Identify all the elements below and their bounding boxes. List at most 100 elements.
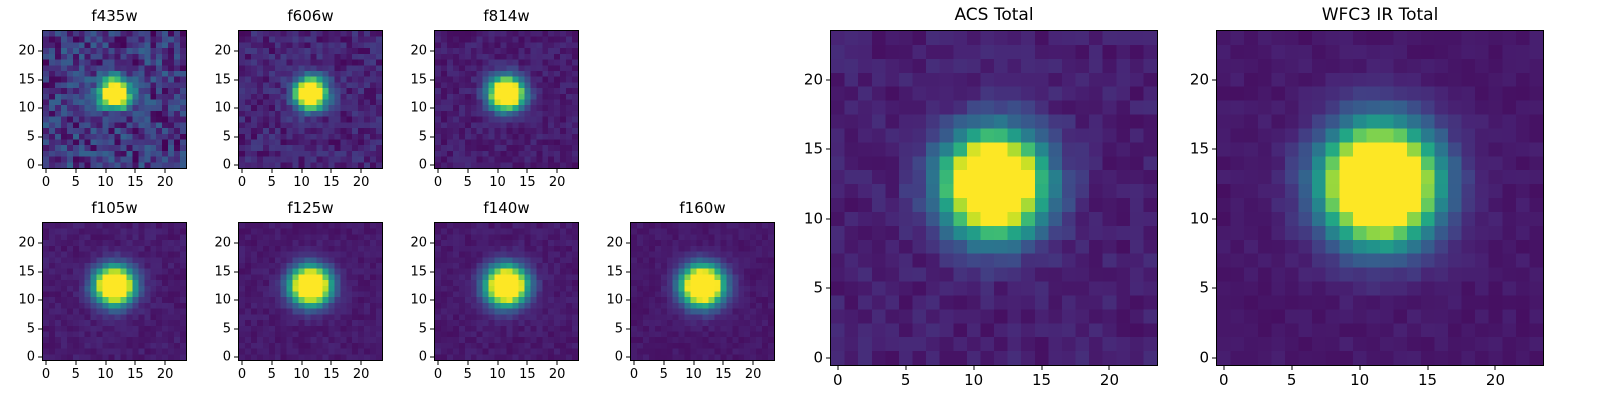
x-tick-label: 20 xyxy=(352,367,370,382)
x-tick-mark xyxy=(497,361,499,365)
y-tick-label: 5 xyxy=(1199,278,1209,297)
x-tick-label: 20 xyxy=(1099,371,1119,389)
x-tick-label: 15 xyxy=(519,175,536,190)
x-tick-mark xyxy=(271,361,273,365)
x-tick-mark xyxy=(1494,366,1496,370)
y-tick-label: 10 xyxy=(214,292,231,308)
x-tick-mark xyxy=(330,361,332,365)
y-tick-label: 15 xyxy=(214,264,231,280)
x-tick-label: 10 xyxy=(97,367,114,382)
x-tick-mark xyxy=(75,361,77,365)
x-tick-mark xyxy=(301,169,303,173)
y-tick-mark xyxy=(234,79,238,81)
x-tick-mark xyxy=(973,366,975,370)
x-tick-label: 10 xyxy=(964,371,984,389)
y-tick-label: 5 xyxy=(418,321,427,337)
y-tick-mark xyxy=(626,328,630,330)
x-tick-mark xyxy=(134,361,136,365)
y-tick-label: 10 xyxy=(410,100,427,116)
x-tick-label: 5 xyxy=(71,175,80,190)
x-tick-label: 20 xyxy=(744,367,762,382)
heatmap-canvas xyxy=(239,223,382,360)
x-tick-label: 10 xyxy=(685,367,702,382)
x-tick-mark xyxy=(241,361,243,365)
y-tick-mark xyxy=(430,136,434,138)
x-tick-label: 0 xyxy=(833,371,843,389)
x-tick-mark xyxy=(360,361,362,365)
y-tick-mark xyxy=(234,356,238,358)
x-tick-mark xyxy=(45,169,47,173)
y-tick-label: 0 xyxy=(26,349,35,365)
y-tick-label: 20 xyxy=(410,235,427,251)
x-tick-label: 15 xyxy=(1417,371,1438,389)
y-tick-label: 5 xyxy=(813,278,823,297)
x-tick-mark xyxy=(663,361,665,365)
y-tick-label: 10 xyxy=(803,209,823,228)
y-tick-mark xyxy=(234,299,238,301)
heatmap-canvas xyxy=(43,223,186,360)
panel-title: f125w xyxy=(287,199,334,217)
y-tick-mark xyxy=(626,242,630,244)
y-tick-mark xyxy=(234,50,238,52)
heatmap-panel: f140w 0 5 10 15 20 0 5 10 15 20 xyxy=(410,201,579,381)
y-tick-label: 10 xyxy=(606,292,623,308)
heatmap-panel: f105w 0 5 10 15 20 0 5 10 15 20 xyxy=(18,201,187,381)
y-tick-mark xyxy=(826,148,830,150)
y-tick-mark xyxy=(430,79,434,81)
x-tick-label: 5 xyxy=(900,371,911,389)
x-tick-label: 10 xyxy=(1350,371,1370,389)
heatmap-canvas xyxy=(43,31,186,168)
x-tick-mark xyxy=(526,361,528,365)
y-tick-label: 10 xyxy=(18,292,35,308)
x-tick-label: 20 xyxy=(156,367,174,382)
y-tick-mark xyxy=(1212,218,1216,220)
panel-title: f105w xyxy=(91,199,138,217)
x-tick-label: 5 xyxy=(1286,371,1297,389)
y-tick-mark xyxy=(430,356,434,358)
heatmap-panel: f814w 0 5 10 15 20 0 5 10 15 20 xyxy=(410,9,579,189)
y-tick-label: 5 xyxy=(26,129,35,145)
y-tick-mark xyxy=(430,271,434,273)
y-tick-mark xyxy=(38,50,42,52)
x-tick-label: 5 xyxy=(463,175,472,190)
y-tick-label: 0 xyxy=(222,349,231,365)
y-tick-label: 20 xyxy=(410,43,427,59)
y-tick-mark xyxy=(234,136,238,138)
x-tick-mark xyxy=(1041,366,1043,370)
x-tick-label: 0 xyxy=(237,367,247,382)
y-tick-label: 0 xyxy=(418,157,427,173)
x-tick-label: 20 xyxy=(548,367,566,382)
y-tick-mark xyxy=(38,136,42,138)
x-tick-mark xyxy=(301,361,303,365)
y-tick-label: 0 xyxy=(418,349,427,365)
y-tick-mark xyxy=(38,107,42,109)
y-tick-mark xyxy=(38,299,42,301)
panel-title: f435w xyxy=(91,7,138,25)
x-tick-label: 5 xyxy=(267,367,276,382)
y-tick-label: 20 xyxy=(18,235,35,251)
y-tick-label: 5 xyxy=(222,321,231,337)
x-tick-mark xyxy=(1359,366,1361,370)
y-tick-mark xyxy=(234,328,238,330)
y-tick-mark xyxy=(1212,287,1216,289)
y-tick-mark xyxy=(1212,79,1216,81)
y-tick-mark xyxy=(38,79,42,81)
y-tick-mark xyxy=(234,164,238,166)
heatmap-panel: f125w 0 5 10 15 20 0 5 10 15 20 xyxy=(214,201,383,381)
y-tick-mark xyxy=(826,287,830,289)
heatmap-canvas xyxy=(1217,31,1543,365)
y-tick-label: 15 xyxy=(803,139,823,158)
y-tick-mark xyxy=(430,242,434,244)
y-tick-label: 0 xyxy=(222,157,231,173)
y-tick-label: 15 xyxy=(18,72,35,88)
x-tick-label: 20 xyxy=(156,175,174,190)
y-tick-label: 20 xyxy=(18,43,35,59)
x-tick-label: 5 xyxy=(267,175,276,190)
y-tick-mark xyxy=(626,299,630,301)
x-tick-label: 0 xyxy=(237,175,247,190)
x-tick-label: 0 xyxy=(41,175,51,190)
x-tick-mark xyxy=(75,169,77,173)
x-tick-label: 15 xyxy=(1031,371,1052,389)
x-tick-label: 10 xyxy=(97,175,114,190)
